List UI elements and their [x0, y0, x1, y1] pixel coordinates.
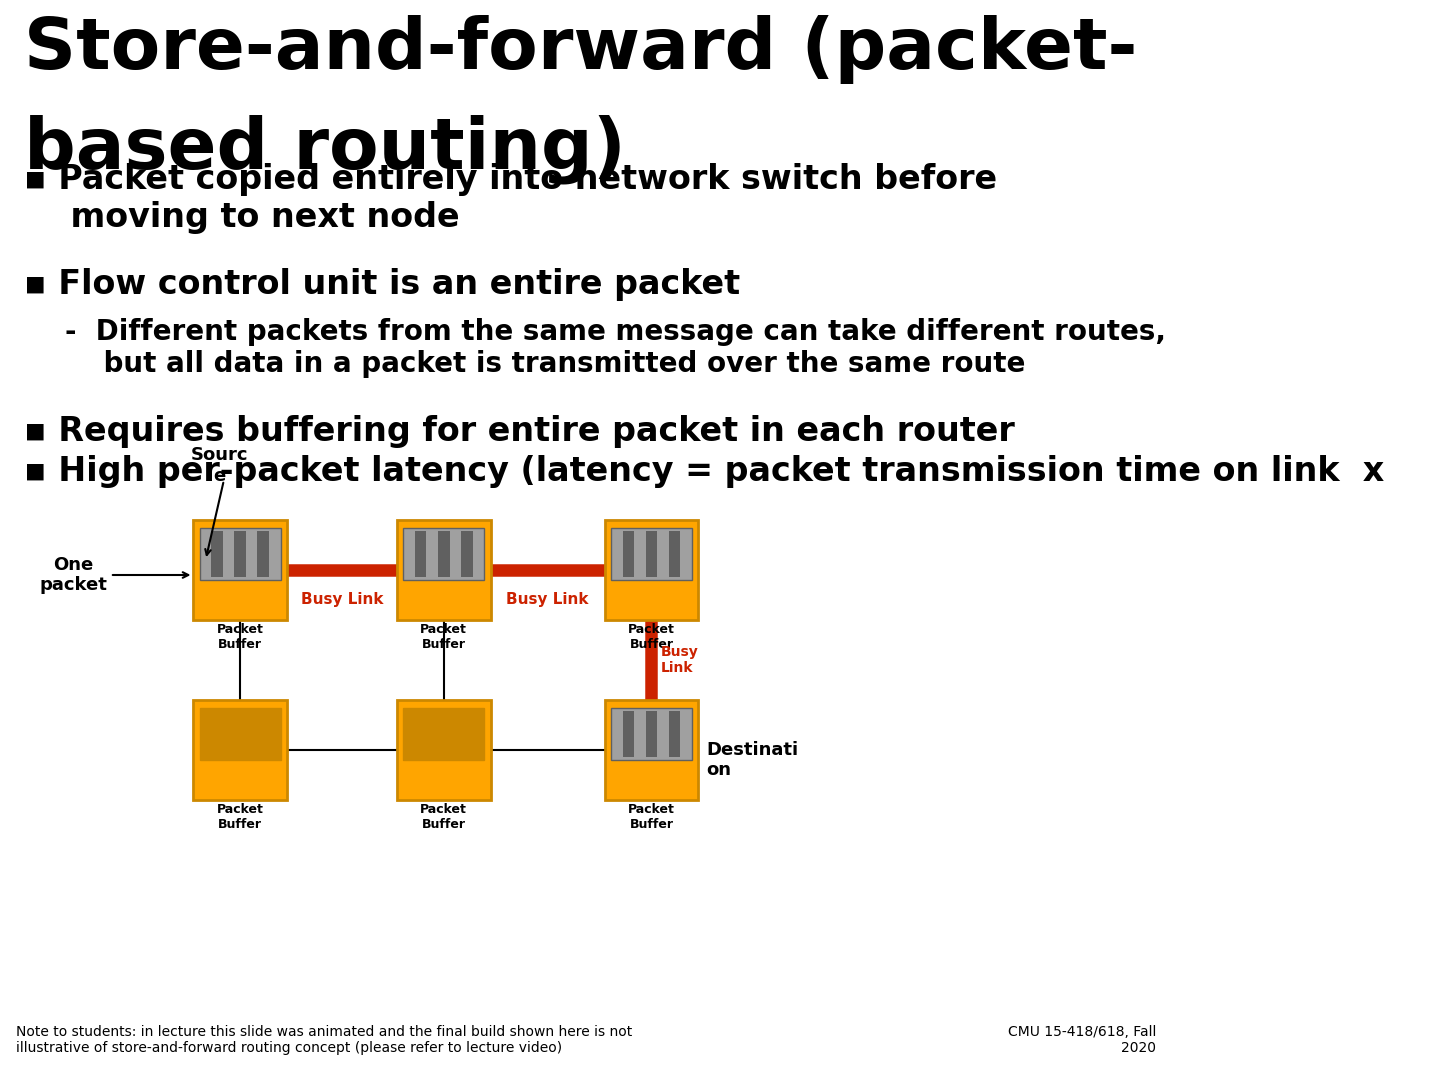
Bar — [193, 700, 287, 800]
Bar — [438, 531, 449, 577]
Text: Packet
Buffer: Packet Buffer — [217, 804, 264, 831]
Text: Packet
Buffer: Packet Buffer — [420, 804, 467, 831]
Bar — [235, 531, 246, 577]
Bar — [200, 708, 281, 760]
Bar — [622, 531, 634, 577]
Bar — [611, 528, 691, 580]
Bar — [668, 711, 680, 757]
Bar — [668, 531, 680, 577]
Bar — [258, 531, 269, 577]
Bar — [622, 711, 634, 757]
Bar — [403, 708, 484, 760]
Text: CMU 15-418/618, Fall
2020: CMU 15-418/618, Fall 2020 — [1008, 1025, 1156, 1055]
Text: based routing): based routing) — [24, 114, 626, 185]
Bar — [397, 700, 491, 800]
Text: Store-and-forward (packet-: Store-and-forward (packet- — [24, 15, 1138, 84]
Bar — [461, 531, 472, 577]
Text: Destinati
on: Destinati on — [707, 741, 798, 780]
Bar — [605, 519, 698, 620]
Text: ▪ Requires buffering for entire packet in each router: ▪ Requires buffering for entire packet i… — [24, 415, 1015, 448]
Text: Packet
Buffer: Packet Buffer — [217, 623, 264, 651]
Text: Busy Link: Busy Link — [301, 592, 383, 607]
Text: ▪ Flow control unit is an entire packet: ▪ Flow control unit is an entire packet — [24, 268, 740, 301]
Bar — [403, 528, 484, 580]
Bar — [193, 519, 287, 620]
Text: ▪ Packet copied entirely into network switch before
    moving to next node: ▪ Packet copied entirely into network sw… — [24, 163, 998, 234]
Text: Packet
Buffer: Packet Buffer — [420, 623, 467, 651]
Bar — [415, 531, 426, 577]
Text: Packet
Buffer: Packet Buffer — [628, 623, 675, 651]
Text: Busy Link: Busy Link — [507, 592, 589, 607]
Bar — [397, 519, 491, 620]
Bar — [200, 528, 281, 580]
Text: -  Different packets from the same message can take different routes,
    but al: - Different packets from the same messag… — [65, 318, 1166, 378]
Text: One
packet: One packet — [39, 555, 107, 594]
Bar — [611, 708, 691, 760]
Text: Busy
Link: Busy Link — [661, 645, 698, 675]
Bar — [212, 531, 223, 577]
Text: Sourc
e: Sourc e — [192, 446, 249, 485]
Bar — [645, 711, 657, 757]
Text: ▪ High per-packet latency (latency = packet transmission time on link  x: ▪ High per-packet latency (latency = pac… — [24, 455, 1385, 488]
Bar — [645, 531, 657, 577]
Text: Note to students: in lecture this slide was animated and the final build shown h: Note to students: in lecture this slide … — [16, 1025, 632, 1055]
Bar — [605, 700, 698, 800]
Text: Packet
Buffer: Packet Buffer — [628, 804, 675, 831]
